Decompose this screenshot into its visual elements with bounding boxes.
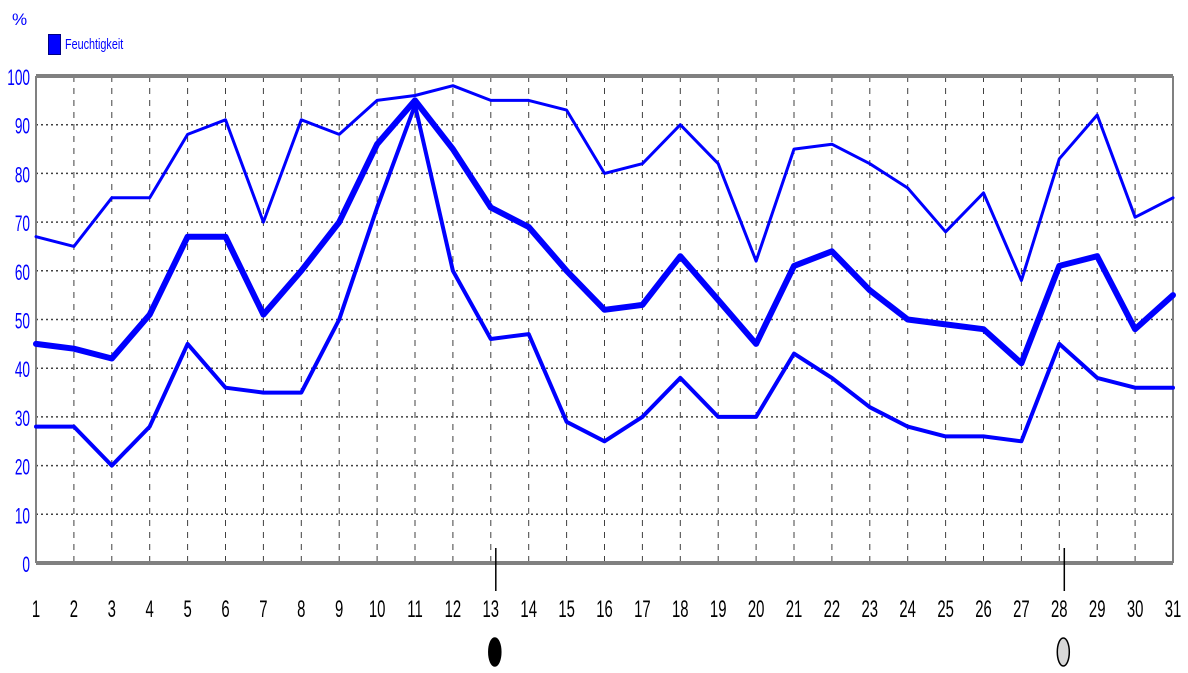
y-tick-label: 80 xyxy=(15,162,30,187)
x-tick-label: 13 xyxy=(483,597,500,623)
x-tick-label: 4 xyxy=(146,597,154,623)
y-axis-unit-label: % xyxy=(12,10,28,29)
x-tick-label: 16 xyxy=(596,597,613,623)
y-tick-label: 50 xyxy=(15,308,30,333)
x-tick-label: 31 xyxy=(1165,597,1182,623)
x-tick-label: 7 xyxy=(259,597,267,623)
series-line-min xyxy=(34,103,1175,468)
y-tick-label: 0 xyxy=(22,552,30,577)
x-tick-label: 25 xyxy=(937,597,954,623)
x-tick-label: 8 xyxy=(297,597,305,623)
x-tick-label: 2 xyxy=(70,597,78,623)
legend-label: Feuchtigkeit xyxy=(65,35,124,53)
series-line-max xyxy=(34,84,1175,282)
x-tick-label: 22 xyxy=(824,597,841,623)
legend-swatch xyxy=(48,33,61,55)
x-tick-label: 1 xyxy=(32,597,40,623)
x-tick-label: 14 xyxy=(520,597,537,623)
x-tick-label: 12 xyxy=(445,597,462,623)
x-tick-label: 19 xyxy=(710,597,727,623)
x-tick-label: 3 xyxy=(108,597,116,623)
x-tick-label: 28 xyxy=(1051,597,1068,623)
x-tick-label: 20 xyxy=(748,597,765,623)
y-tick-label: 30 xyxy=(15,405,30,430)
x-tick-label: 24 xyxy=(899,597,916,623)
x-tick-label: 29 xyxy=(1089,597,1106,623)
y-tick-label: 90 xyxy=(15,113,30,138)
x-tick-label: 30 xyxy=(1127,597,1144,623)
x-tick-label: 10 xyxy=(369,597,386,623)
y-tick-label: 40 xyxy=(15,357,30,382)
x-tick-label: 15 xyxy=(558,597,575,623)
x-tick-label: 26 xyxy=(975,597,992,623)
x-tick-label: 23 xyxy=(862,597,879,623)
x-tick-label: 6 xyxy=(221,597,229,623)
y-tick-label: 60 xyxy=(15,259,30,284)
series-line-mean xyxy=(33,97,1176,367)
grid-lines xyxy=(36,76,1173,563)
new-moon-icon xyxy=(488,637,502,667)
y-tick-label: 100 xyxy=(7,65,30,90)
x-tick-label: 9 xyxy=(335,597,343,623)
x-tick-label: 5 xyxy=(183,597,191,623)
y-tick-label: 70 xyxy=(15,211,30,236)
x-tick-label: 27 xyxy=(1013,597,1030,623)
y-tick-label: 10 xyxy=(15,503,30,528)
x-tick-label: 11 xyxy=(407,597,422,623)
y-tick-label: 20 xyxy=(15,454,30,479)
x-tick-label: 21 xyxy=(786,597,803,623)
x-tick-label: 18 xyxy=(672,597,689,623)
full-moon-icon xyxy=(1056,637,1071,667)
legend: Feuchtigkeit xyxy=(48,32,146,56)
x-tick-label: 17 xyxy=(634,597,651,623)
